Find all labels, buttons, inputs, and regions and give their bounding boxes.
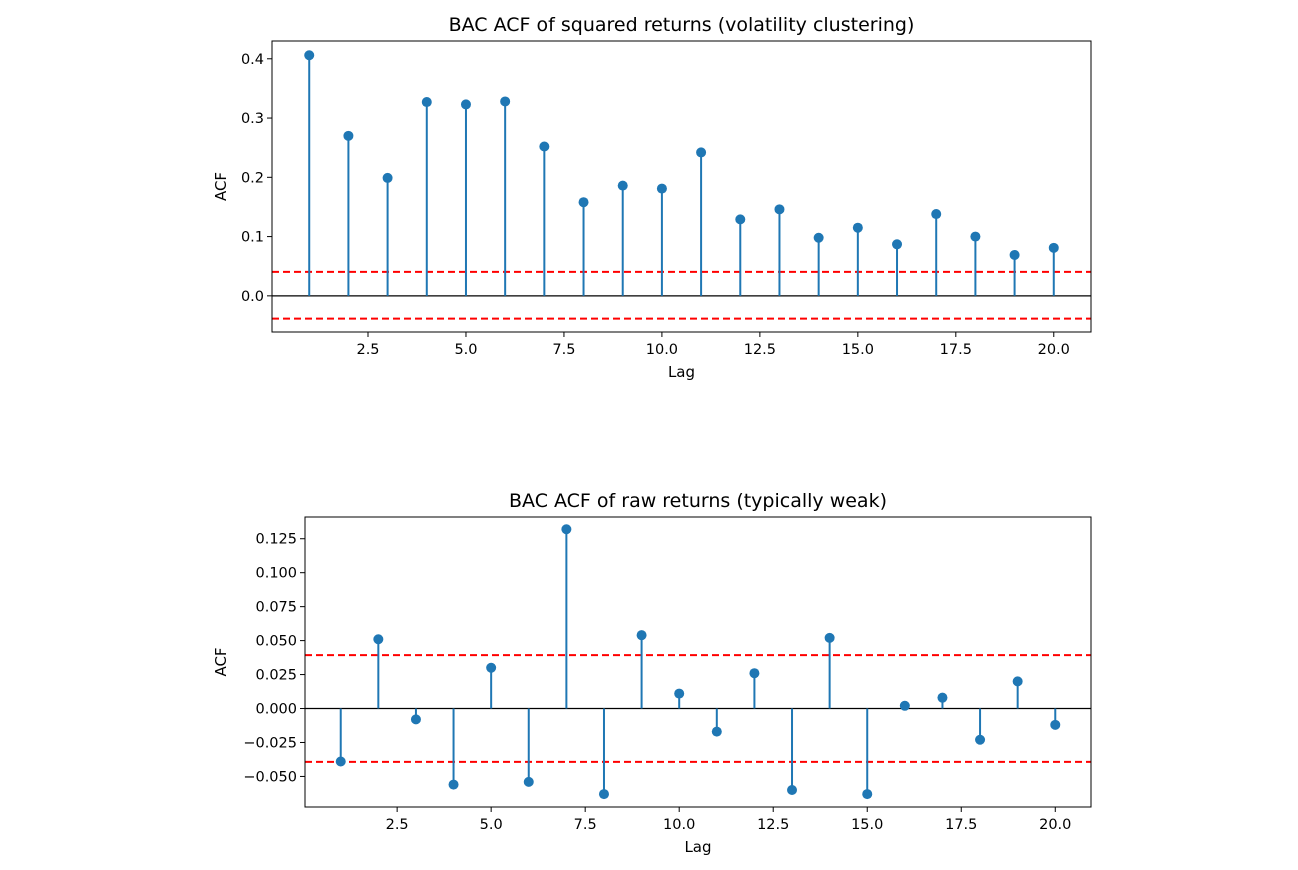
- stem-marker-lag-16: [899, 700, 910, 711]
- stem-marker-lag-20: [1050, 719, 1061, 730]
- stem-marker-lag-7: [561, 524, 572, 535]
- stem-marker-lag-18: [970, 231, 981, 242]
- stem-marker-lag-1: [304, 50, 315, 61]
- stem-marker-lag-2: [343, 130, 354, 141]
- stem-marker-lag-9: [636, 630, 647, 641]
- stem-marker-lag-4: [448, 779, 459, 790]
- stem-marker-lag-9: [617, 180, 628, 191]
- stem-marker-lag-8: [598, 789, 609, 800]
- y-tick-label: 0.3: [241, 111, 264, 127]
- stem-marker-lag-19: [1012, 676, 1023, 687]
- stem-marker-lag-5: [460, 99, 471, 110]
- x-tick-label: 15.0: [842, 342, 874, 358]
- stem-marker-lag-1: [335, 756, 346, 767]
- stem-marker-lag-7: [539, 141, 550, 152]
- y-tick-label: 0.000: [255, 702, 297, 718]
- x-tick-label: 5.0: [480, 817, 503, 833]
- stem-marker-lag-11: [696, 147, 707, 158]
- stem-marker-lag-19: [1009, 249, 1020, 260]
- x-tick-label: 7.5: [574, 817, 597, 833]
- x-tick-label: 20.0: [1038, 342, 1070, 358]
- x-tick-label: 20.0: [1039, 817, 1071, 833]
- stem-marker-lag-6: [523, 776, 534, 787]
- plot-frame: [271, 40, 1092, 333]
- stem-marker-lag-17: [931, 209, 942, 220]
- x-tick-label: 5.0: [454, 342, 477, 358]
- x-tick-label: 2.5: [356, 342, 379, 358]
- stem-marker-lag-3: [382, 172, 393, 183]
- stem-marker-lag-12: [735, 214, 746, 225]
- stem-marker-lag-15: [852, 222, 863, 233]
- stem-marker-lag-13: [774, 204, 785, 215]
- stem-marker-lag-16: [892, 239, 903, 250]
- x-tick-label: 15.0: [851, 817, 883, 833]
- subplot-1: BAC ACF of squared returns (volatility c…: [212, 14, 1092, 381]
- x-tick-label: 12.5: [744, 342, 776, 358]
- y-tick-label: 0.050: [255, 634, 297, 650]
- stem-marker-lag-20: [1048, 242, 1059, 253]
- y-axis-label: ACF: [212, 647, 230, 676]
- y-tick-label: 0.125: [255, 532, 297, 548]
- stem-marker-lag-10: [656, 183, 667, 194]
- stem-marker-lag-3: [410, 714, 421, 725]
- x-tick-label: 10.0: [646, 342, 678, 358]
- stem-marker-lag-11: [711, 726, 722, 737]
- y-tick-label: 0.2: [241, 170, 264, 186]
- y-tick-label: −0.050: [243, 769, 297, 785]
- stem-marker-lag-18: [975, 734, 986, 745]
- stem-marker-lag-4: [421, 97, 432, 108]
- x-tick-label: 10.0: [663, 817, 695, 833]
- y-tick-label: 0.1: [241, 230, 264, 246]
- stem-marker-lag-10: [674, 688, 685, 699]
- y-tick-label: −0.025: [243, 735, 297, 751]
- stem-marker-lag-17: [937, 692, 948, 703]
- x-tick-label: 17.5: [945, 817, 977, 833]
- stem-marker-lag-15: [862, 789, 873, 800]
- chart-title: BAC ACF of raw returns (typically weak): [509, 490, 887, 512]
- y-tick-label: 0.100: [255, 566, 297, 582]
- stem-marker-lag-13: [787, 785, 798, 796]
- x-axis-label: Lag: [684, 838, 711, 856]
- chart-title: BAC ACF of squared returns (volatility c…: [449, 14, 915, 36]
- x-axis-label: Lag: [668, 363, 695, 381]
- stem-marker-lag-6: [500, 96, 511, 107]
- x-tick-label: 2.5: [386, 817, 409, 833]
- stem-marker-lag-14: [824, 632, 835, 643]
- stem-marker-lag-2: [373, 634, 384, 645]
- stem-marker-lag-5: [486, 662, 497, 673]
- subplot-2: BAC ACF of raw returns (typically weak) 2…: [212, 490, 1092, 856]
- plot-frame: [304, 516, 1092, 808]
- x-tick-label: 17.5: [940, 342, 972, 358]
- y-tick-label: 0.4: [241, 52, 264, 68]
- y-tick-label: 0.025: [255, 668, 297, 684]
- y-tick-label: 0.075: [255, 600, 297, 616]
- stem-marker-lag-14: [813, 232, 824, 243]
- stem-marker-lag-8: [578, 197, 589, 208]
- stem-marker-lag-12: [749, 668, 760, 679]
- y-axis-label: ACF: [212, 172, 230, 201]
- x-tick-label: 12.5: [757, 817, 789, 833]
- y-tick-label: 0.0: [241, 289, 264, 305]
- x-tick-label: 7.5: [552, 342, 575, 358]
